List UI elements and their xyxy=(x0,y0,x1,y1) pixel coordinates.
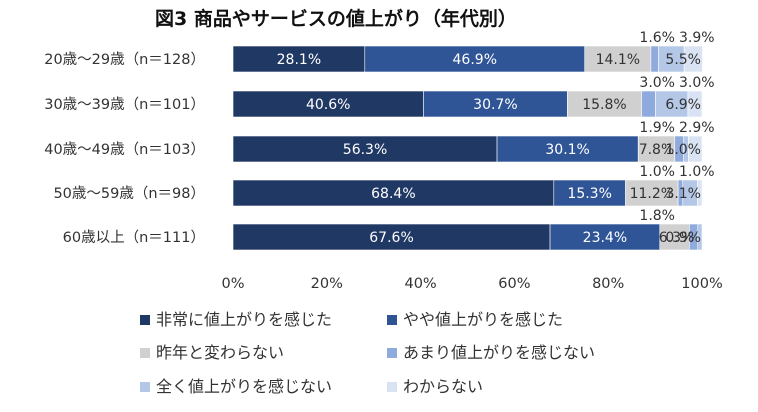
category-label: 40歳～49歳（n＝103） xyxy=(44,141,205,158)
legend-swatch xyxy=(140,348,150,358)
data-label: 6.9% xyxy=(665,97,701,113)
bar-segment xyxy=(655,90,689,118)
x-tick-label: 0% xyxy=(221,276,244,292)
data-label: 3.0% xyxy=(679,75,715,91)
legend-swatch xyxy=(140,315,150,325)
data-label: 46.9% xyxy=(453,52,497,68)
bar-segment xyxy=(423,90,568,118)
x-tick-label: 40% xyxy=(404,276,436,292)
bar-segment xyxy=(496,135,639,163)
legend-swatch xyxy=(387,382,397,392)
category-label: 50歳～59歳（n＝98） xyxy=(53,185,205,202)
x-tick-label: 20% xyxy=(311,276,343,292)
data-label: 6.3% xyxy=(659,230,695,246)
bar-segment xyxy=(553,179,626,207)
data-label: 15.8% xyxy=(582,97,626,113)
data-label: 30.7% xyxy=(473,97,517,113)
bar-segment xyxy=(683,45,703,73)
bar-segment xyxy=(232,179,555,207)
data-label: 7.8% xyxy=(639,142,675,158)
data-label: 1.8% xyxy=(639,208,675,224)
legend-label: 全く値上がりを感じない xyxy=(156,377,332,396)
bar-segment xyxy=(232,223,551,251)
data-label: 1.0% xyxy=(679,164,715,180)
x-axis: 0% 20% 40% 60% 80% 100% xyxy=(221,276,722,292)
legend-swatch xyxy=(387,348,397,358)
x-tick-label: 100% xyxy=(681,276,722,292)
data-label: 5.5% xyxy=(665,52,701,68)
bars-group xyxy=(232,45,703,251)
data-label: 1.6% xyxy=(639,30,675,46)
legend-label: やや値上がりを感じた xyxy=(403,310,563,329)
data-labels-group: 28.1% 46.9% 14.1% 5.5% 1.6% 3.9% 40.6% 30.7% 15.… xyxy=(277,30,715,246)
data-label: 1.0% xyxy=(665,142,701,158)
chart-title: 図3 商品やサービスの値上がり（年代別） xyxy=(155,7,517,30)
bar-segment xyxy=(697,179,703,207)
legend-swatch xyxy=(387,315,397,325)
bar-segment xyxy=(232,135,498,163)
data-label: 28.1% xyxy=(277,52,321,68)
bar-segment xyxy=(584,45,652,73)
bar-segment xyxy=(688,135,703,163)
legend-label: 非常に値上がりを感じた xyxy=(156,310,332,329)
data-label: 14.1% xyxy=(596,52,640,68)
bar-segment xyxy=(625,179,679,207)
category-label: 60歳以上（n＝111） xyxy=(63,229,205,246)
x-tick-label: 60% xyxy=(498,276,530,292)
data-label: 67.6% xyxy=(369,230,413,246)
data-label: 15.3% xyxy=(567,186,611,202)
bar-segment xyxy=(567,90,642,118)
bar-segment xyxy=(637,135,676,163)
bar-segment xyxy=(659,223,690,251)
data-label: 56.3% xyxy=(343,142,387,158)
legend-label: あまり値上がりを感じない xyxy=(403,343,595,362)
category-label: 20歳～29歳（n＝128） xyxy=(44,51,205,68)
data-label: 3.1% xyxy=(665,186,701,202)
bar-segment xyxy=(687,90,703,118)
bar-segment xyxy=(364,45,586,73)
bar-segment xyxy=(232,90,424,118)
data-label: 30.1% xyxy=(545,142,589,158)
x-tick-label: 80% xyxy=(592,276,624,292)
data-label: 40.6% xyxy=(306,97,350,113)
legend-label: わからない xyxy=(403,377,483,396)
data-label: 1.9% xyxy=(639,120,675,136)
data-label: 3.0% xyxy=(639,75,675,91)
legend-swatch xyxy=(140,382,150,392)
legend-label: 昨年と変わらない xyxy=(156,343,284,362)
bar-segment xyxy=(232,45,366,73)
category-label: 30歳～39歳（n＝101） xyxy=(44,96,205,113)
data-label: 3.9% xyxy=(679,30,715,46)
bar-segment xyxy=(697,223,703,251)
data-label: 23.4% xyxy=(583,230,627,246)
category-labels-group: 20歳～29歳（n＝128） 30歳～39歳（n＝101） 40歳～49歳（n＝10… xyxy=(44,51,205,246)
data-label: 0.9% xyxy=(665,230,701,246)
data-label: 11.2% xyxy=(630,186,674,202)
data-label: 2.9% xyxy=(679,120,715,136)
bar-segment xyxy=(549,223,661,251)
data-label: 1.0% xyxy=(639,164,675,180)
bar-segment xyxy=(650,45,659,73)
data-label: 68.4% xyxy=(371,186,415,202)
bar-segment xyxy=(641,90,656,118)
